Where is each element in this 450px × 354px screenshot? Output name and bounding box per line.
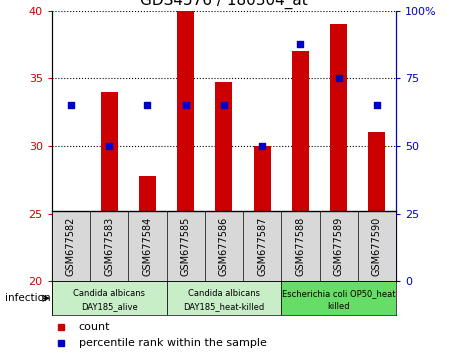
Bar [281, 281, 396, 315]
Bar [139, 176, 156, 281]
Text: count: count [79, 322, 110, 332]
Text: GSM677586: GSM677586 [219, 216, 229, 276]
Bar [253, 146, 271, 281]
Bar [177, 11, 194, 281]
Bar [166, 281, 281, 315]
Point [68, 103, 75, 108]
Point [335, 75, 342, 81]
Text: GSM677584: GSM677584 [142, 216, 153, 276]
Text: GSM677585: GSM677585 [180, 216, 191, 276]
Bar [292, 51, 309, 281]
Text: GSM677588: GSM677588 [295, 216, 306, 276]
Text: percentile rank within the sample: percentile rank within the sample [79, 338, 266, 348]
Bar [52, 281, 166, 315]
Point [258, 143, 265, 149]
Point [374, 103, 381, 108]
Text: infection: infection [4, 293, 50, 303]
Text: killed: killed [327, 302, 350, 311]
Point [144, 103, 151, 108]
Bar [62, 230, 80, 281]
Text: Candida albicans: Candida albicans [188, 289, 260, 298]
Point [297, 42, 304, 47]
Point [105, 143, 112, 149]
Text: Escherichia coli OP50_heat: Escherichia coli OP50_heat [282, 289, 396, 298]
Text: GSM677583: GSM677583 [104, 216, 114, 276]
Text: GSM677589: GSM677589 [333, 216, 344, 276]
Text: GSM677582: GSM677582 [66, 216, 76, 276]
Bar [368, 132, 386, 281]
Point [182, 103, 189, 108]
Title: GDS4576 / 180304_at: GDS4576 / 180304_at [140, 0, 308, 9]
Bar [100, 92, 118, 281]
Text: DAY185_alive: DAY185_alive [81, 302, 138, 311]
Text: Candida albicans: Candida albicans [73, 289, 145, 298]
Bar [330, 24, 347, 281]
Text: DAY185_heat-killed: DAY185_heat-killed [183, 302, 265, 311]
Text: GSM677587: GSM677587 [257, 216, 267, 276]
Bar [215, 82, 233, 281]
Text: GSM677590: GSM677590 [372, 216, 382, 276]
Point [220, 103, 227, 108]
